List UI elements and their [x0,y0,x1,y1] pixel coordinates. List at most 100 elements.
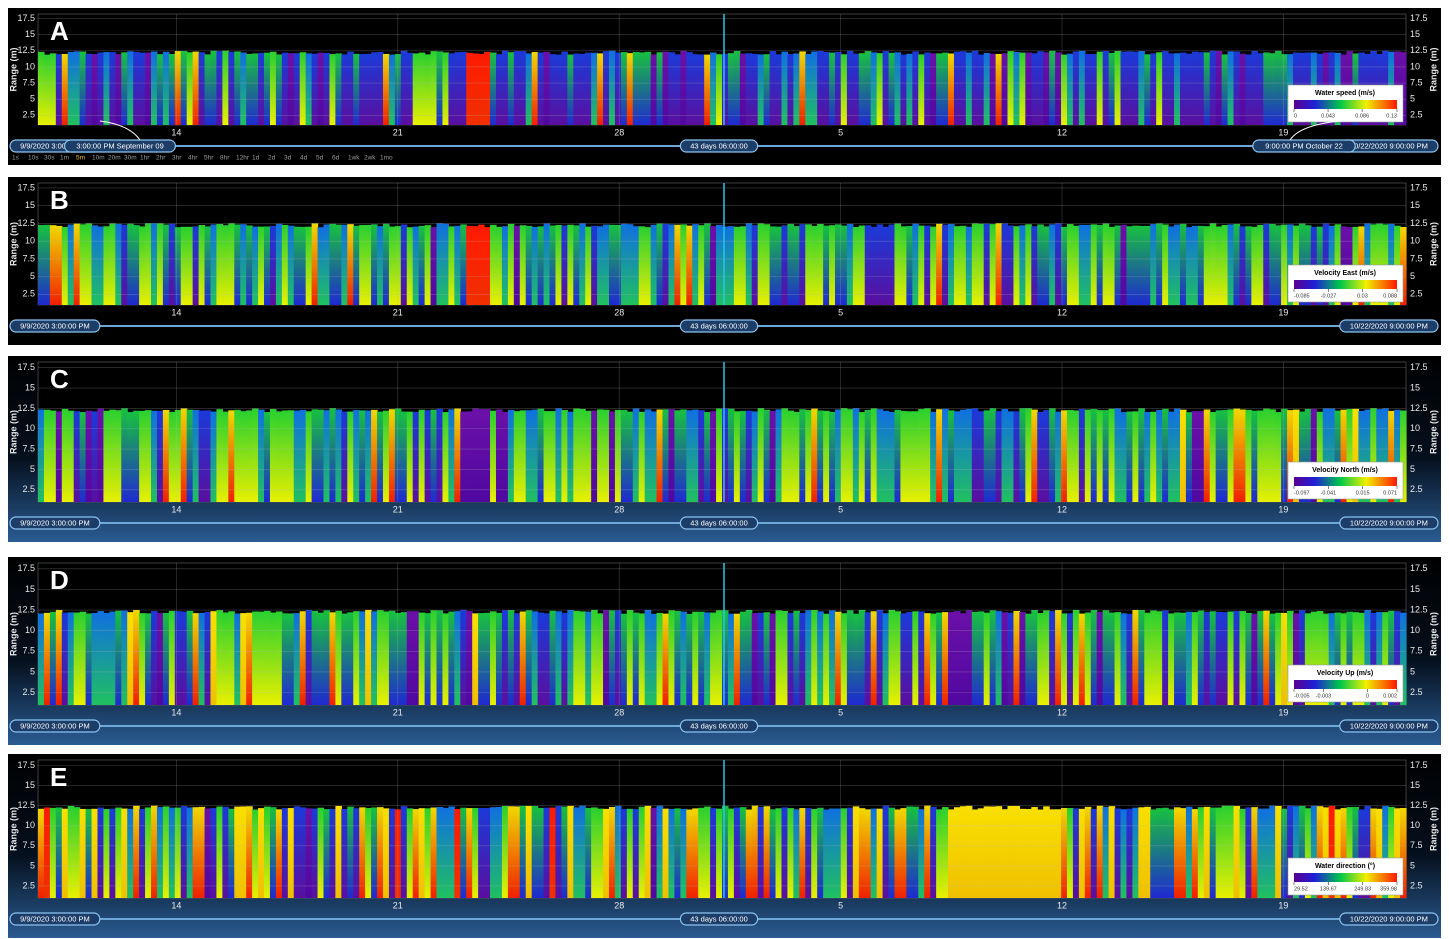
heatmap-column [329,808,336,898]
heatmap-column [281,613,289,705]
heatmap-column [240,52,247,125]
heatmap-column [341,613,348,705]
heatmap-column [347,411,354,502]
heatmap-column [186,52,194,125]
zoom-level: 30m [124,155,137,162]
heatmap-column [597,808,604,898]
heatmap-column [733,226,741,305]
heatmap-column [799,51,806,125]
heatmap-column [281,808,289,898]
panel-letter: E [50,762,67,792]
heatmap-column [573,807,580,898]
heatmap-column [365,609,372,705]
heatmap-column [460,224,467,305]
heatmap-column [61,408,69,502]
heatmap-column [127,612,134,705]
heatmap-column [829,411,836,502]
heatmap-column [1382,224,1389,305]
heatmap-column [1162,807,1169,898]
heatmap-column [293,806,301,898]
y-tick-label-right: 15 [1410,780,1420,790]
y-tick-label: 10 [25,625,35,635]
heatmap-column [1019,225,1026,305]
heatmap-column [109,409,116,502]
heatmap-column [1108,52,1116,125]
y-axis-title-right: Range (m) [1428,47,1438,91]
heatmap-column [1257,53,1264,125]
heatmap-column [1370,612,1377,705]
heatmap-column [1328,613,1336,705]
heatmap-column [787,223,794,305]
heatmap-column [781,610,789,705]
heatmap-column [442,807,449,898]
heatmap-column [466,411,473,502]
x-tick-label: 28 [614,307,624,317]
heatmap-column [1096,611,1104,705]
y-tick-label: 17.5 [17,362,35,372]
heatmap-column [1298,610,1306,705]
y-tick-label: 15 [25,382,35,392]
zoom-level: 5hr [204,155,214,162]
colorbar-gradient [1294,477,1397,486]
heatmap-column [234,224,241,305]
heatmap-column [1066,409,1074,502]
heatmap-column [561,410,568,502]
heatmap-column [692,409,699,502]
heatmap-column [85,410,93,502]
heatmap-column [716,610,723,705]
heatmap-column [775,54,783,125]
heatmap-column [1162,610,1169,705]
y-axis-title: Range (m) [8,410,18,454]
heatmap-column [1108,806,1116,898]
heatmap-column [1055,809,1062,898]
heatmap-column [91,808,99,898]
heatmap-column [347,806,354,898]
y-tick-label: 10 [25,61,35,71]
heatmap-column [638,613,646,705]
x-tick-label: 14 [171,127,181,137]
heatmap-column [710,411,717,502]
colorbar-tick-label: -0.041 [1321,490,1337,496]
heatmap-column [579,805,586,898]
heatmap-column [722,53,729,126]
zoom-level: 1d [252,155,260,162]
heatmap-column [1025,52,1032,125]
heatmap-column [145,807,152,898]
heatmap-column [264,52,271,125]
x-tick-label: 21 [393,127,403,137]
heatmap-column [38,51,45,125]
heatmap-column [299,611,307,705]
heatmap-column [716,224,723,305]
heatmap-column [1037,411,1044,502]
heatmap-column [1227,805,1235,898]
heatmap-column [1090,610,1098,705]
heatmap-column [49,53,57,125]
heatmap-column [347,51,354,125]
y-tick-label: 17.5 [17,760,35,770]
y-tick-label-right: 17.5 [1410,182,1428,192]
zoom-level: 8hr [220,155,230,162]
heatmap-column [620,809,628,898]
heatmap-column [484,808,491,898]
heatmap-column [115,807,122,898]
heatmap-column [406,227,414,305]
range-end-box [1252,139,1356,153]
heatmap-column [424,54,432,125]
heatmap-column [204,611,212,705]
heatmap-column [252,226,259,305]
heatmap-column [121,52,128,126]
heatmap-column [371,611,378,705]
x-tick-label: 5 [838,504,843,514]
heatmap-column [1049,809,1056,898]
heatmap-column [1108,226,1116,305]
heatmap-column [549,411,557,502]
heatmap-column [460,807,467,898]
heatmap-column [852,408,860,502]
heatmap-column [1269,223,1276,305]
heatmap-column [1126,808,1133,898]
heatmap-column [686,410,693,502]
heatmap-column [412,809,420,898]
heatmap-column [329,408,336,502]
heatmap-column [829,610,836,705]
heatmap-column [139,809,146,898]
